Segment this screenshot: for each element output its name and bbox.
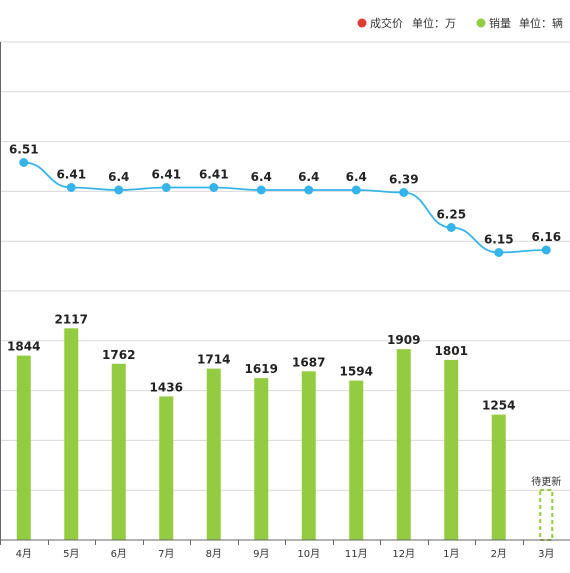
grid-lines bbox=[0, 41, 570, 541]
sales-value-label: 1762 bbox=[102, 348, 135, 362]
legend: 成交价 单位：万 销量 单位：辆 bbox=[357, 16, 563, 30]
price-point bbox=[209, 183, 219, 192]
price-point bbox=[446, 223, 456, 232]
x-tick-label: 3月 bbox=[538, 548, 554, 560]
sales-value-label: 1714 bbox=[197, 353, 230, 367]
sales-bar bbox=[254, 378, 269, 540]
price-value-label: 6.41 bbox=[151, 168, 181, 182]
price-value-label: 6.4 bbox=[346, 170, 367, 184]
x-tick-label: 5月 bbox=[63, 548, 79, 560]
x-tick-label: 10月 bbox=[297, 548, 320, 560]
price-value-label: 6.4 bbox=[298, 170, 319, 184]
sales-bar bbox=[301, 371, 316, 540]
sales-bar bbox=[491, 414, 506, 540]
price-point bbox=[66, 183, 76, 192]
price-legend-unit: 单位：万 bbox=[412, 16, 456, 30]
x-tick-label: 4月 bbox=[16, 548, 32, 560]
sales-value-label: 1909 bbox=[387, 333, 420, 347]
price-legend-label: 成交价 bbox=[370, 16, 403, 30]
price-value-label: 6.41 bbox=[56, 168, 86, 182]
sales-legend-unit: 单位：辆 bbox=[519, 16, 563, 30]
sales-bar bbox=[16, 355, 31, 540]
price-value-label: 6.41 bbox=[199, 168, 229, 182]
price-point bbox=[399, 188, 409, 197]
x-tick-label: 12月 bbox=[392, 548, 415, 560]
sales-bar bbox=[206, 368, 221, 540]
price-line-path bbox=[23, 161, 547, 254]
sales-legend-label: 销量 bbox=[489, 16, 511, 30]
sales-bar bbox=[396, 349, 411, 540]
sales-bars bbox=[16, 328, 554, 541]
sales-legend-dot bbox=[476, 18, 486, 28]
price-point bbox=[304, 185, 314, 195]
price-point bbox=[541, 245, 551, 255]
price-point bbox=[19, 158, 29, 167]
sales-bar-pending bbox=[539, 489, 554, 541]
sales-value-label: 1844 bbox=[7, 340, 40, 354]
sales-bar bbox=[349, 380, 364, 540]
sales-bar bbox=[64, 328, 79, 540]
sales-value-label: 1594 bbox=[340, 365, 373, 379]
x-tick-label: 2月 bbox=[491, 548, 507, 560]
price-value-label: 6.16 bbox=[531, 230, 561, 244]
price-value-label: 6.4 bbox=[108, 170, 129, 184]
sales-value-label: 2117 bbox=[55, 312, 88, 326]
x-tick-label: 9月 bbox=[253, 548, 269, 560]
price-value-label: 6.39 bbox=[389, 173, 419, 187]
price-line bbox=[19, 158, 551, 257]
x-tick-label: 1月 bbox=[443, 548, 459, 560]
sales-value-label: 1619 bbox=[245, 362, 278, 376]
sales-value-label: 1436 bbox=[150, 380, 183, 394]
price-value-label: 6.4 bbox=[251, 170, 272, 184]
price-value-label: 6.51 bbox=[9, 143, 39, 157]
sales-value-label: 1254 bbox=[482, 399, 515, 413]
price-point bbox=[494, 248, 504, 257]
sales-value-label: 1801 bbox=[435, 344, 468, 358]
sales-bar bbox=[111, 363, 126, 540]
x-axis: 4月 5月 6月 7月 8月 9月 10月 11月 12月 1月 2月 3月 bbox=[0, 539, 570, 560]
price-point bbox=[114, 185, 124, 195]
sales-bar bbox=[159, 396, 174, 540]
price-value-label: 6.25 bbox=[436, 208, 466, 222]
x-tick-label: 11月 bbox=[345, 548, 368, 560]
price-value-label: 6.15 bbox=[484, 233, 514, 247]
x-tick-label: 8月 bbox=[206, 548, 222, 560]
price-point bbox=[351, 185, 361, 195]
pending-label: 待更新 bbox=[531, 475, 561, 488]
sales-bar bbox=[444, 359, 459, 540]
x-tick-label: 7月 bbox=[158, 548, 174, 560]
sales-value-label: 1687 bbox=[292, 355, 325, 369]
x-tick-label: 6月 bbox=[111, 548, 127, 560]
price-point bbox=[256, 185, 266, 195]
value-labels: 1844 2117 1762 1436 1714 1619 1687 1594 1909 1801… bbox=[7, 143, 561, 489]
price-legend-dot bbox=[357, 18, 367, 28]
price-point bbox=[161, 183, 171, 192]
